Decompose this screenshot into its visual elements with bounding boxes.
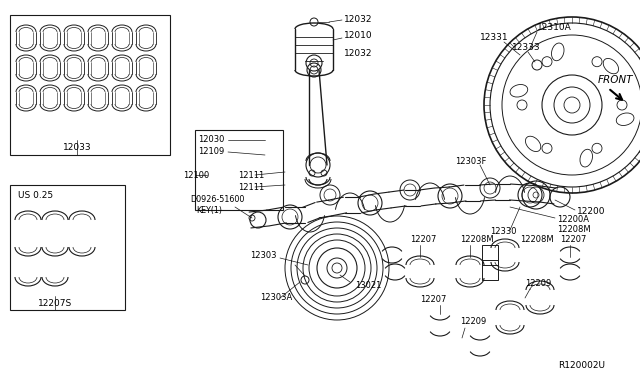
- Bar: [10, 185, 125, 310]
- Bar: [10, 15, 170, 155]
- Text: 13021: 13021: [355, 280, 381, 289]
- Text: 12208M: 12208M: [460, 235, 493, 244]
- Text: 12330: 12330: [490, 228, 516, 237]
- Text: 12033: 12033: [63, 144, 92, 153]
- Text: 12032: 12032: [344, 49, 372, 58]
- Text: 12333: 12333: [512, 44, 541, 52]
- Text: 12207: 12207: [560, 235, 586, 244]
- Text: 12111: 12111: [238, 170, 264, 180]
- Text: 12208M: 12208M: [520, 235, 554, 244]
- Text: 12303F: 12303F: [455, 157, 486, 167]
- Text: D0926-51600: D0926-51600: [190, 196, 244, 205]
- Text: 12200: 12200: [577, 208, 605, 217]
- Text: R120002U: R120002U: [558, 360, 605, 369]
- Text: 12207S: 12207S: [38, 299, 72, 308]
- Text: 12207: 12207: [410, 235, 436, 244]
- Bar: [482, 245, 498, 265]
- Text: 12032: 12032: [344, 16, 372, 25]
- Text: 12200A: 12200A: [557, 215, 589, 224]
- Text: 12209: 12209: [525, 279, 551, 288]
- Text: 12208M: 12208M: [557, 225, 591, 234]
- Text: 12331: 12331: [480, 33, 509, 42]
- Text: 12100: 12100: [183, 170, 209, 180]
- Text: US 0.25: US 0.25: [18, 190, 53, 199]
- Text: 12111: 12111: [238, 183, 264, 192]
- Bar: [482, 260, 498, 280]
- Text: 12209: 12209: [460, 317, 486, 327]
- Text: 12310A: 12310A: [537, 23, 572, 32]
- Text: 12109: 12109: [198, 148, 224, 157]
- Text: KEY(1): KEY(1): [196, 205, 222, 215]
- Text: 12207: 12207: [420, 295, 446, 305]
- Bar: [195, 130, 283, 210]
- Text: 12303: 12303: [250, 250, 276, 260]
- Text: 12303A: 12303A: [260, 294, 292, 302]
- Text: FRONT: FRONT: [598, 75, 634, 85]
- Text: 12010: 12010: [344, 32, 372, 41]
- Text: 12030: 12030: [198, 135, 225, 144]
